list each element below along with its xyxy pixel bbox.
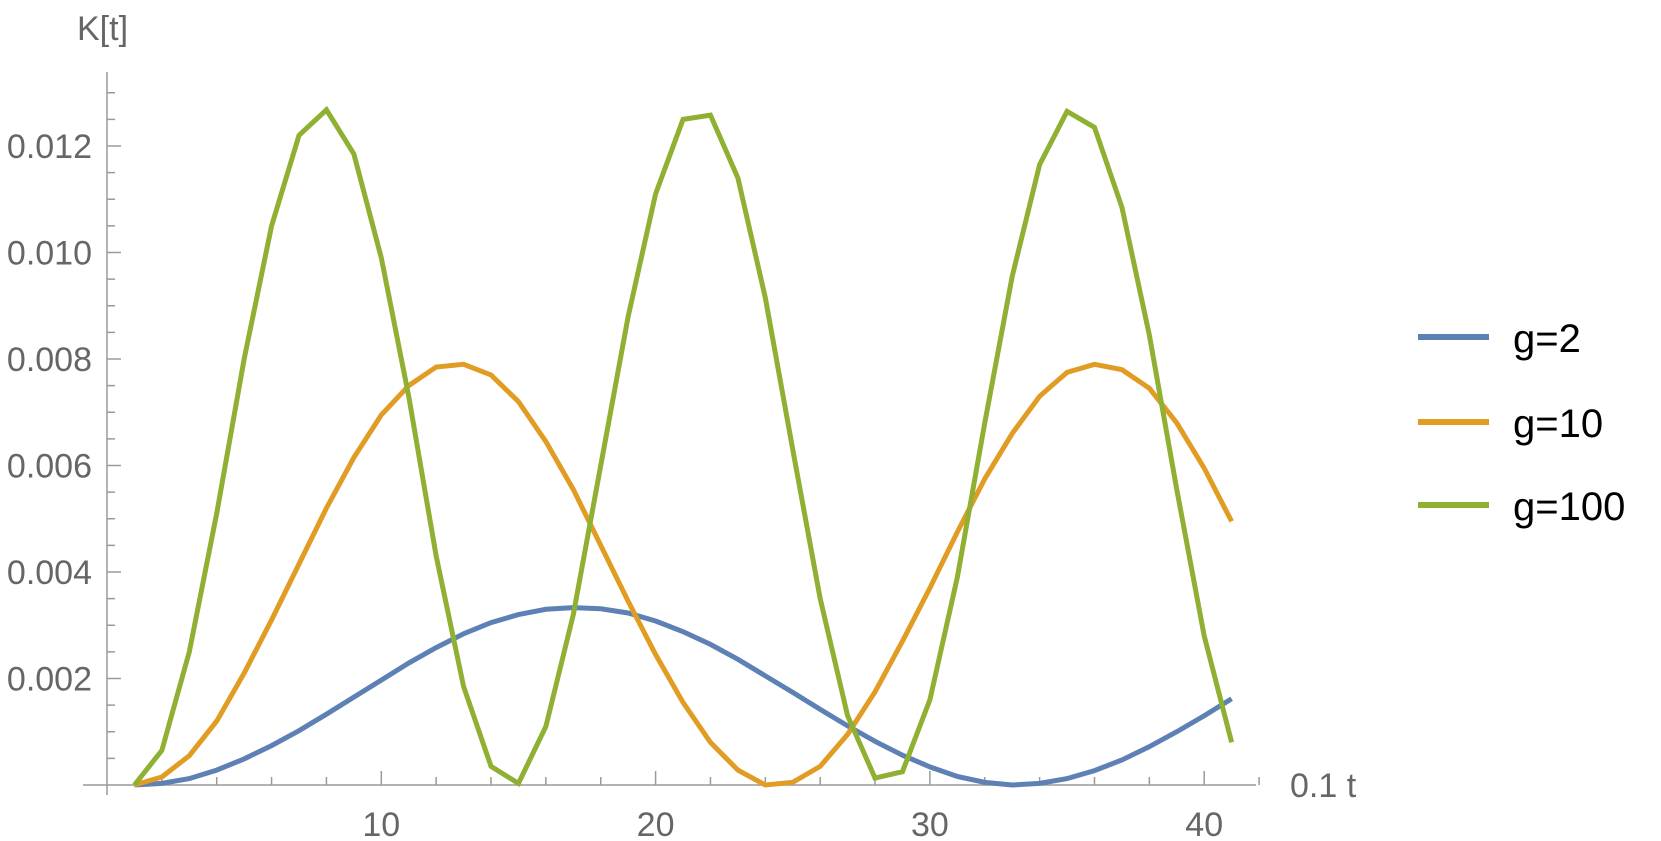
legend: g=2 g=10 g=100 <box>1418 317 1625 529</box>
series-line-g-100 <box>132 105 1235 787</box>
x-axis-label: 0.1 t <box>1290 767 1357 805</box>
tick-labels: 10 20 30 40 0.002 0.004 0.006 0.008 0.010 0.012 0.… <box>7 10 1357 841</box>
axes <box>83 72 1260 795</box>
legend-label: g=2 <box>1513 317 1581 361</box>
series-lines <box>132 105 1235 788</box>
series-line-g-10 <box>133 361 1234 788</box>
y-tick-label: 0.012 <box>7 128 92 166</box>
x-tick-label: 20 <box>637 806 675 841</box>
y-tick-label: 0.004 <box>7 554 92 592</box>
series-line-g-2 <box>134 605 1233 788</box>
x-tick-label: 40 <box>1185 806 1223 841</box>
y-tick-label: 0.002 <box>7 661 92 699</box>
x-tick-label: 10 <box>362 806 400 841</box>
y-tick-label: 0.006 <box>7 448 92 486</box>
legend-label: g=100 <box>1513 485 1625 529</box>
legend-label: g=10 <box>1513 402 1603 446</box>
x-tick-label: 30 <box>911 806 949 841</box>
y-tick-label: 0.008 <box>7 341 92 379</box>
y-tick-label: 0.010 <box>7 235 92 273</box>
y-axis-label: K[t] <box>77 10 128 48</box>
